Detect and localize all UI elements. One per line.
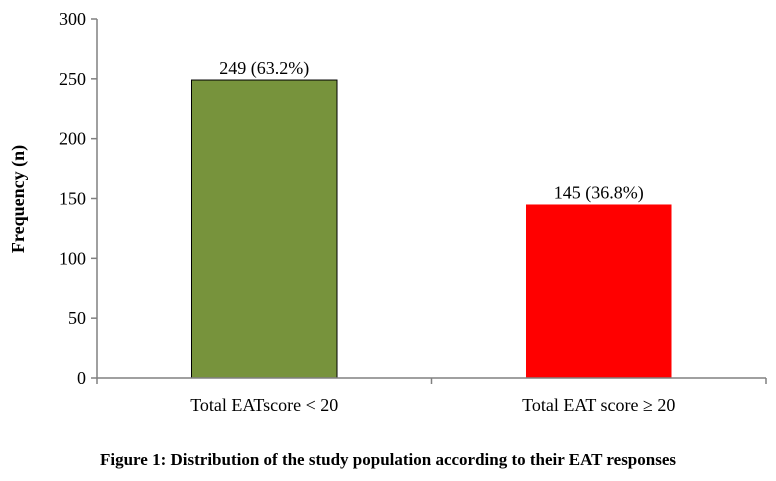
bar-data-label: 249 (63.2%) bbox=[219, 58, 309, 79]
bar-data-label: 145 (36.8%) bbox=[554, 182, 644, 203]
y-axis-label: Frequency (n) bbox=[8, 145, 29, 253]
y-tick-label: 100 bbox=[59, 248, 86, 268]
bar-chart: Frequency (n) 0 50 100 150 200 250 300 249 (63… bbox=[8, 9, 767, 415]
y-tick-label: 250 bbox=[59, 69, 86, 89]
x-category-label: Total EATscore < 20 bbox=[190, 395, 338, 415]
y-tick-label: 150 bbox=[59, 189, 86, 209]
y-tick-label: 50 bbox=[68, 308, 86, 328]
y-tick-label: 0 bbox=[77, 368, 86, 388]
x-category-label: Total EAT score ≥ 20 bbox=[522, 395, 675, 415]
figure-caption: Figure 1: Distribution of the study popu… bbox=[99, 450, 676, 469]
bar bbox=[190, 79, 338, 379]
y-tick-label: 300 bbox=[59, 9, 86, 29]
bar bbox=[525, 204, 672, 378]
y-tick-label: 200 bbox=[59, 129, 86, 149]
